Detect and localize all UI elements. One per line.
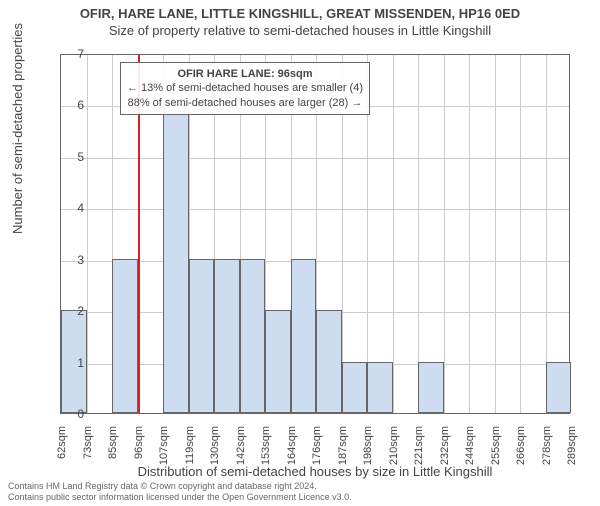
gridline-v [444,55,445,413]
gridline-v [546,55,547,413]
gridline-v [469,55,470,413]
x-tick-label: 198sqm [362,426,374,476]
x-tick-label: 244sqm [464,426,476,476]
x-tick-label: 221sqm [413,426,425,476]
annotation-larger: 88% of semi-detached houses are larger (… [127,96,363,110]
chart-title-line1: OFIR, HARE LANE, LITTLE KINGSHILL, GREAT… [0,6,600,21]
y-axis-label: Number of semi-detached properties [10,23,25,234]
histogram-bar [163,104,189,413]
footer-line1: Contains HM Land Registry data © Crown c… [8,481,352,492]
x-tick-label: 255sqm [490,426,502,476]
annotation-smaller: ← 13% of semi-detached houses are smalle… [127,81,363,95]
x-tick-label: 176sqm [311,426,323,476]
y-tick-label: 5 [54,150,84,164]
y-tick-label: 3 [54,253,84,267]
histogram-bar [316,310,342,413]
footer-line2: Contains public sector information licen… [8,492,352,503]
gridline-v [520,55,521,413]
y-tick-label: 1 [54,356,84,370]
x-tick-label: 119sqm [184,426,196,476]
y-tick-label: 7 [54,47,84,61]
histogram-bar [418,362,444,413]
x-tick-label: 73sqm [82,426,94,476]
y-tick-label: 4 [54,201,84,215]
x-tick-label: 62sqm [56,426,68,476]
x-tick-label: 278sqm [541,426,553,476]
histogram-bar [342,362,368,413]
y-tick-label: 2 [54,304,84,318]
x-tick-label: 153sqm [260,426,272,476]
histogram-bar [265,310,291,413]
x-tick-label: 289sqm [566,426,578,476]
histogram-bar [189,259,215,413]
x-tick-label: 130sqm [209,426,221,476]
gridline-v [495,55,496,413]
gridline-v [418,55,419,413]
x-tick-label: 266sqm [515,426,527,476]
x-tick-label: 210sqm [388,426,400,476]
x-tick-label: 85sqm [107,426,119,476]
x-tick-label: 107sqm [158,426,170,476]
x-tick-label: 96sqm [133,426,145,476]
y-tick-label: 6 [54,98,84,112]
x-tick-label: 142sqm [235,426,247,476]
annotation-title: OFIR HARE LANE: 96sqm [127,67,363,81]
y-tick-label: 0 [54,407,84,421]
chart-title-line2: Size of property relative to semi-detach… [0,23,600,38]
x-tick-label: 187sqm [337,426,349,476]
histogram-bar [367,362,393,413]
histogram-bar [291,259,317,413]
gridline-v [393,55,394,413]
histogram-bar [240,259,266,413]
histogram-bar [546,362,572,413]
x-tick-label: 164sqm [286,426,298,476]
x-tick-label: 232sqm [439,426,451,476]
reference-annotation: OFIR HARE LANE: 96sqm ← 13% of semi-deta… [120,62,370,115]
histogram-bar [214,259,240,413]
histogram-bar [112,259,138,413]
gridline-v [87,55,88,413]
